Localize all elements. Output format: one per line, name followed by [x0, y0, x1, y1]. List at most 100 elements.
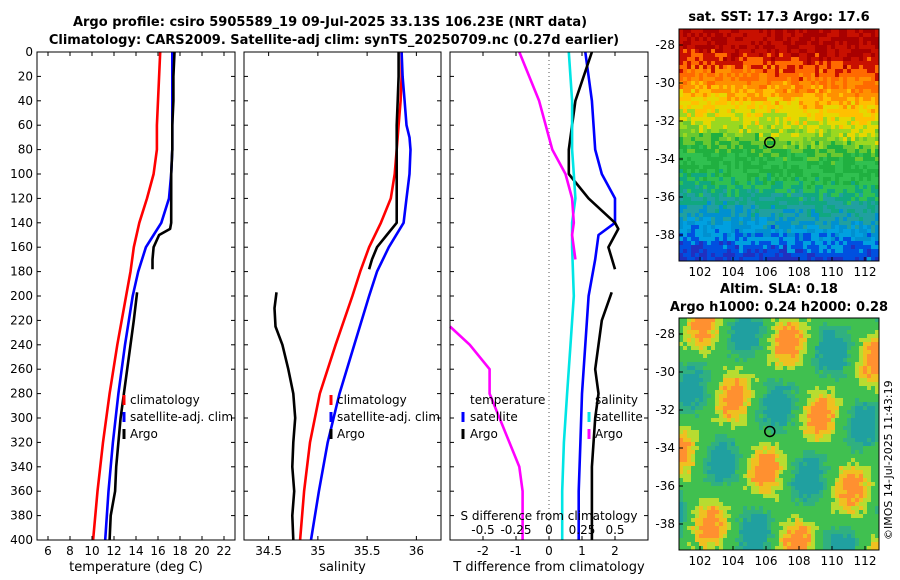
x-tick-label: -2	[477, 544, 489, 558]
x-tick-label: 16	[150, 544, 165, 558]
y-tick-label: 120	[10, 191, 33, 205]
top-axis-tick-label: -0.5	[471, 523, 494, 537]
series-argo	[108, 292, 139, 541]
map-frame	[678, 28, 880, 262]
figure-title-line1: Argo profile: csiro 5905589_19 09-Jul-20…	[72, 15, 588, 30]
x-tick-label: 12	[106, 544, 121, 558]
x-tick-label: 8	[66, 544, 74, 558]
y-tick-label: 200	[10, 289, 33, 303]
series-salinity-argo	[449, 325, 524, 540]
series-temperature-argo	[590, 291, 613, 540]
x-tick-label: -1	[510, 544, 522, 558]
x-axis-label: temperature (deg C)	[69, 560, 203, 575]
x-tick-label: 36	[409, 544, 424, 558]
series-argo	[151, 51, 176, 270]
argo-position-marker	[764, 136, 776, 149]
y-tick-label: 300	[10, 411, 33, 425]
lat-tick-label: -30	[655, 76, 675, 90]
legend-label: climatology	[130, 393, 200, 407]
sla-map: 102 104 106 108 110 112 -28 -30 -32 -34 -36 -38	[655, 317, 880, 568]
lon-tick-label: 108	[788, 265, 811, 279]
lon-tick-label: 110	[821, 554, 844, 568]
y-tick-label: 180	[10, 265, 33, 279]
y-tick-label: 140	[10, 216, 33, 230]
sla-map-title-line1: Altim. SLA: 0.18	[720, 282, 838, 297]
lat-tick-label: -28	[655, 38, 675, 52]
map-frame	[678, 317, 880, 551]
top-axis-tick-label: 0	[545, 523, 553, 537]
y-tick-label: 260	[10, 362, 33, 376]
lat-tick-label: -38	[655, 228, 675, 242]
series-salinity-argo	[518, 51, 577, 260]
panel-difference: -2 -1 0 1 2 T difference from climatology temp…	[449, 51, 649, 575]
y-tick-label: 160	[10, 240, 33, 254]
legend-label: satellite	[595, 410, 643, 424]
legend-label: climatology	[337, 393, 407, 407]
lat-tick-label: -34	[655, 152, 675, 166]
x-tick-label: 34.5	[255, 544, 282, 558]
legend-label: Argo	[337, 427, 365, 441]
y-tick-label: 220	[10, 313, 33, 327]
lon-tick-label: 106	[755, 554, 778, 568]
y-tick-label: 400	[10, 533, 33, 547]
x-tick-label: 18	[172, 544, 187, 558]
y-tick-label: 240	[10, 338, 33, 352]
lon-tick-label: 110	[821, 265, 844, 279]
lat-tick-label: -28	[655, 327, 675, 341]
y-tick-label: 380	[10, 509, 33, 523]
series-satellite-adj-clim	[309, 51, 412, 541]
x-tick-label: 35	[310, 544, 325, 558]
y-tick-label: 280	[10, 387, 33, 401]
legend-label: satellite-adj. clim	[337, 410, 440, 424]
x-tick-label: 20	[194, 544, 209, 558]
legend-label: Argo	[130, 427, 158, 441]
figure-title-line2: Climatology: CARS2009. Satellite-adj cli…	[48, 33, 620, 48]
argo-position-marker	[764, 425, 776, 438]
series-temperature-argo	[567, 51, 620, 270]
top-axis-tick-label: -0.25	[500, 523, 531, 537]
y-tick-label: 20	[18, 69, 33, 83]
x-tick-label: 1	[578, 544, 586, 558]
legend-label: Argo	[470, 427, 498, 441]
sst-map: 102 104 106 108 110 112 -28 -30 -32 -34 -36 -38	[655, 28, 880, 279]
y-tick-label: 0	[25, 45, 33, 59]
legend-label: Argo	[595, 427, 623, 441]
lon-tick-label: 112	[854, 554, 877, 568]
x-tick-label: 2	[611, 544, 619, 558]
series-argo	[367, 52, 400, 270]
legend: climatology satellite-adj. clim Argo	[329, 393, 440, 441]
lat-tick-label: -32	[655, 403, 675, 417]
x-tick-label: 0	[545, 544, 553, 558]
sst-map-title: sat. SST: 17.3 Argo: 17.6	[688, 10, 870, 25]
legend-label: salinity	[595, 393, 638, 407]
lon-tick-label: 102	[689, 554, 712, 568]
lon-tick-label: 106	[755, 265, 778, 279]
x-tick-label: 6	[44, 544, 52, 558]
series-climatology	[298, 52, 403, 541]
series-salinity-satellite	[560, 51, 577, 540]
x-axis-label: T difference from climatology	[452, 560, 645, 575]
y-tick-label: 60	[18, 118, 33, 132]
lon-tick-label: 104	[722, 554, 745, 568]
x-tick-label: 14	[128, 544, 143, 558]
y-tick-label: 320	[10, 435, 33, 449]
lat-tick-label: -38	[655, 517, 675, 531]
plot-frame	[243, 51, 442, 541]
legend: climatology satellite-adj. clim Argo	[122, 393, 233, 441]
x-tick-label: 35.5	[354, 544, 381, 558]
lat-tick-label: -30	[655, 365, 675, 379]
lat-tick-label: -32	[655, 114, 675, 128]
lon-tick-label: 102	[689, 265, 712, 279]
panel-salinity: 34.5 35 35.5 36 salinity climatology satellite…	[243, 51, 442, 575]
lat-tick-label: -34	[655, 441, 675, 455]
legend-label: satellite	[470, 410, 518, 424]
x-tick-label: 10	[84, 544, 99, 558]
top-axis-tick-label: 0.25	[569, 523, 596, 537]
lat-tick-label: -36	[655, 479, 675, 493]
x-axis-label: salinity	[319, 560, 366, 575]
y-tick-label: 80	[18, 143, 33, 157]
series-temperature-satellite	[577, 51, 617, 540]
top-axis-label: S difference from climatology	[461, 509, 638, 523]
y-tick-label: 40	[18, 94, 33, 108]
